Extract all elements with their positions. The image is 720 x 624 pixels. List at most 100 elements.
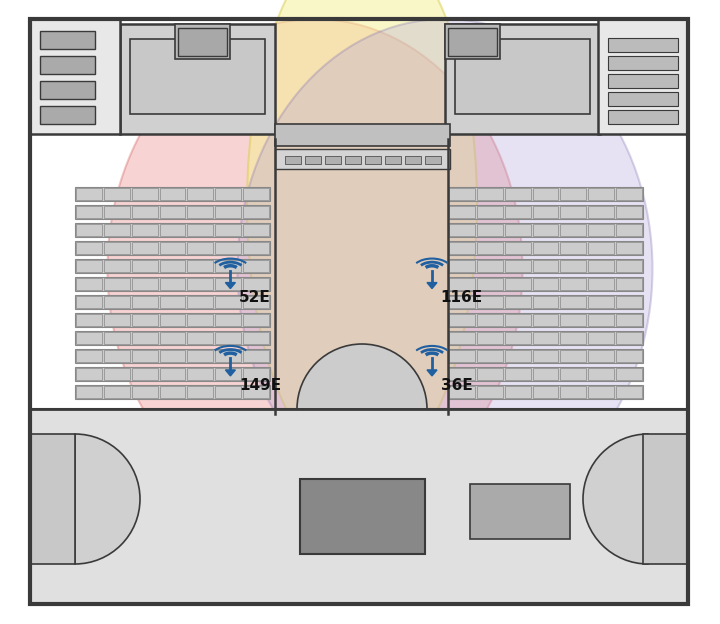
- Bar: [560, 314, 586, 326]
- Bar: [449, 188, 475, 200]
- Bar: [588, 278, 614, 290]
- Bar: [448, 313, 643, 327]
- Bar: [132, 314, 158, 326]
- Bar: [187, 206, 213, 218]
- Bar: [448, 259, 643, 273]
- Bar: [160, 296, 186, 308]
- Bar: [588, 350, 614, 362]
- Bar: [76, 368, 102, 380]
- Bar: [132, 242, 158, 254]
- Bar: [75, 385, 270, 399]
- Bar: [132, 206, 158, 218]
- Bar: [477, 368, 503, 380]
- Bar: [449, 314, 475, 326]
- Bar: [560, 332, 586, 344]
- Bar: [75, 223, 270, 237]
- Bar: [215, 386, 241, 398]
- Bar: [75, 349, 270, 363]
- Bar: [104, 386, 130, 398]
- Bar: [608, 92, 678, 106]
- Bar: [533, 296, 559, 308]
- Text: 36E: 36E: [441, 378, 472, 392]
- Bar: [477, 206, 503, 218]
- Bar: [325, 156, 341, 164]
- Bar: [160, 260, 186, 272]
- Bar: [215, 332, 241, 344]
- Bar: [449, 332, 475, 344]
- Bar: [104, 224, 130, 236]
- Bar: [160, 278, 186, 290]
- Ellipse shape: [247, 0, 477, 477]
- Bar: [616, 368, 642, 380]
- Bar: [75, 187, 270, 201]
- Bar: [76, 224, 102, 236]
- Bar: [132, 188, 158, 200]
- Wedge shape: [583, 434, 648, 564]
- Bar: [533, 350, 559, 362]
- Bar: [616, 332, 642, 344]
- Bar: [76, 296, 102, 308]
- Bar: [505, 368, 531, 380]
- Bar: [385, 156, 401, 164]
- Bar: [616, 188, 642, 200]
- Bar: [132, 260, 158, 272]
- Bar: [345, 156, 361, 164]
- Bar: [616, 206, 642, 218]
- Bar: [449, 368, 475, 380]
- Bar: [76, 332, 102, 344]
- Bar: [448, 28, 497, 56]
- Polygon shape: [225, 370, 235, 376]
- Bar: [533, 386, 559, 398]
- Bar: [616, 242, 642, 254]
- Bar: [120, 24, 275, 134]
- Bar: [243, 188, 269, 200]
- Bar: [215, 278, 241, 290]
- Bar: [132, 368, 158, 380]
- Bar: [275, 124, 450, 146]
- Bar: [560, 296, 586, 308]
- Bar: [104, 350, 130, 362]
- Bar: [455, 39, 590, 114]
- Bar: [30, 409, 688, 604]
- Bar: [505, 242, 531, 254]
- Bar: [104, 332, 130, 344]
- Bar: [160, 386, 186, 398]
- Bar: [533, 242, 559, 254]
- Bar: [425, 156, 441, 164]
- Bar: [477, 188, 503, 200]
- Bar: [160, 368, 186, 380]
- Bar: [76, 188, 102, 200]
- Bar: [243, 296, 269, 308]
- Bar: [76, 242, 102, 254]
- Bar: [445, 24, 600, 134]
- Bar: [104, 296, 130, 308]
- Bar: [76, 314, 102, 326]
- Bar: [243, 242, 269, 254]
- Bar: [448, 385, 643, 399]
- Bar: [405, 156, 421, 164]
- Bar: [533, 224, 559, 236]
- Bar: [75, 295, 270, 309]
- Bar: [477, 278, 503, 290]
- Bar: [477, 296, 503, 308]
- Bar: [215, 224, 241, 236]
- Bar: [616, 386, 642, 398]
- Polygon shape: [225, 283, 235, 288]
- Bar: [130, 39, 265, 114]
- Bar: [75, 277, 270, 291]
- Bar: [448, 187, 643, 201]
- Bar: [30, 434, 75, 564]
- Bar: [643, 434, 688, 564]
- Bar: [40, 106, 95, 124]
- Bar: [505, 260, 531, 272]
- Bar: [187, 296, 213, 308]
- Bar: [588, 188, 614, 200]
- Bar: [477, 260, 503, 272]
- Ellipse shape: [107, 19, 523, 519]
- Bar: [132, 386, 158, 398]
- Bar: [215, 242, 241, 254]
- Bar: [505, 296, 531, 308]
- Bar: [215, 188, 241, 200]
- Bar: [275, 149, 450, 169]
- Bar: [243, 332, 269, 344]
